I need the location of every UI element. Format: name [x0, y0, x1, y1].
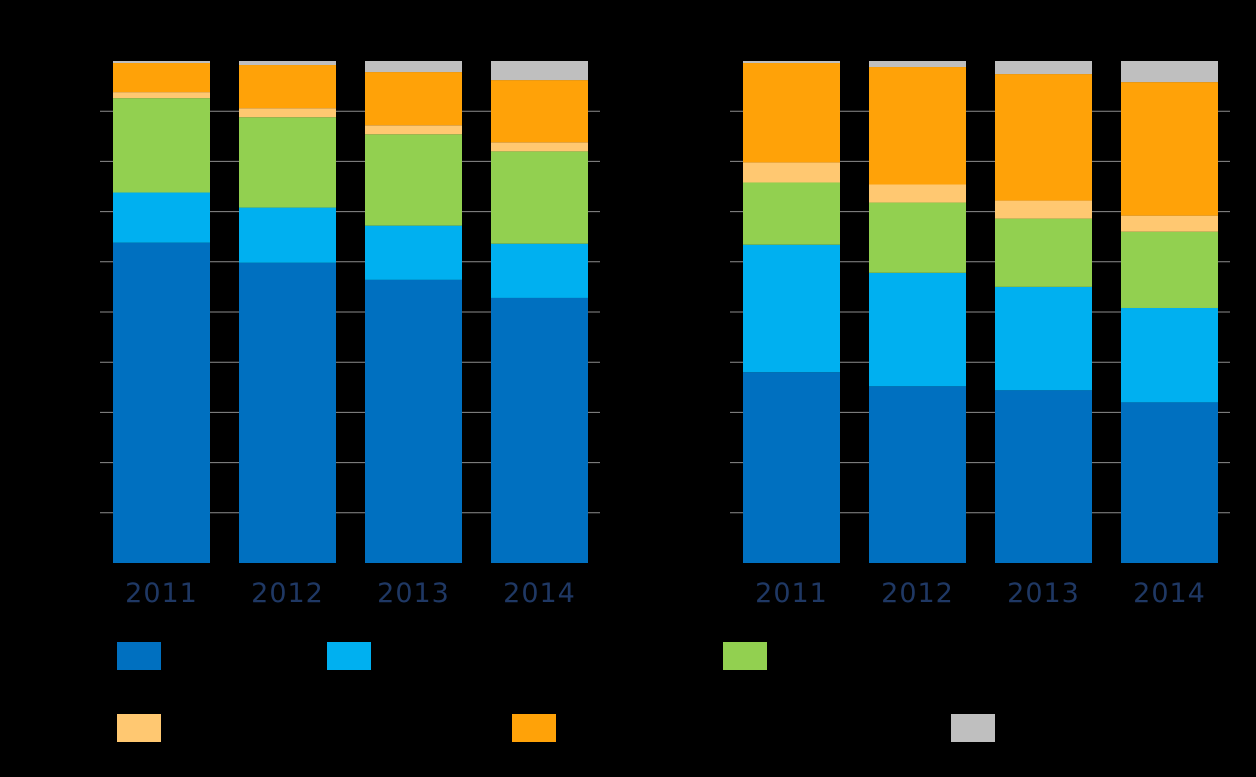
- bar-segment-p2-2012-s4: [869, 184, 966, 203]
- x-tick-label: 2013: [377, 578, 450, 609]
- bar-segment-p2-2011-s6: [743, 61, 840, 64]
- bar-segment-p1-2012-s4: [239, 108, 336, 118]
- bar-segment-p1-2013-s2: [365, 225, 462, 280]
- bar-segment-p1-2011-s3: [113, 98, 210, 193]
- bar-segment-p1-2013-s1: [365, 279, 462, 563]
- bar-segment-p2-2014-s4: [1121, 215, 1218, 232]
- bar-segment-p1-2014-s1: [491, 297, 588, 563]
- legend-swatch-4: [117, 714, 161, 742]
- bar-segment-p1-2014-s3: [491, 151, 588, 244]
- bar-segment-p2-2014-s6: [1121, 61, 1218, 83]
- bar-segment-p1-2014-s4: [491, 142, 588, 152]
- bar-segment-p2-2014-s1: [1121, 402, 1218, 563]
- bar-segment-p2-2013-s1: [995, 390, 1092, 563]
- bar-segment-p1-2011-s5: [113, 63, 210, 93]
- bar-segment-p1-2011-s6: [113, 61, 210, 64]
- bar-segment-p1-2013-s6: [365, 61, 462, 73]
- legend-swatch-6: [951, 714, 995, 742]
- legend-swatch-5: [512, 714, 556, 742]
- x-tick-label: 2014: [503, 578, 576, 609]
- bar-segment-p1-2013-s3: [365, 134, 462, 226]
- x-tick-label: 2011: [125, 578, 198, 609]
- bar-segment-p2-2014-s3: [1121, 231, 1218, 308]
- bar-segment-p1-2013-s4: [365, 125, 462, 135]
- bar-segment-p2-2012-s2: [869, 272, 966, 387]
- panel-2: 2011 2012 2013 2014: [743, 61, 1218, 609]
- legend: [117, 642, 995, 742]
- bar-segment-p1-2012-s6: [239, 61, 336, 66]
- bar-segment-p2-2012-s1: [869, 386, 966, 563]
- bar-segment-p2-2012-s5: [869, 67, 966, 185]
- bar-segment-p1-2012-s1: [239, 262, 336, 563]
- bar-segment-p1-2012-s3: [239, 117, 336, 208]
- bar-segment-p2-2012-s3: [869, 202, 966, 273]
- bar-segment-p2-2013-s4: [995, 200, 1092, 219]
- bar-segment-p2-2013-s2: [995, 286, 1092, 391]
- legend-swatch-2: [327, 642, 371, 670]
- bar-segment-p2-2013-s5: [995, 74, 1092, 201]
- bar-segment-p1-2012-s2: [239, 207, 336, 263]
- bar-segment-p2-2014-s5: [1121, 82, 1218, 216]
- bar-segment-p2-2011-s5: [743, 63, 840, 163]
- bar-segment-p1-2011-s1: [113, 242, 210, 563]
- bar-segment-p2-2011-s2: [743, 244, 840, 373]
- x-tick-label: 2011: [755, 578, 828, 609]
- bar-segment-p2-2013-s6: [995, 61, 1092, 75]
- bar-segment-p2-2013-s3: [995, 218, 1092, 287]
- x-tick-label: 2014: [1133, 578, 1206, 609]
- x-tick-label: 2012: [881, 578, 954, 609]
- bar-segment-p1-2014-s5: [491, 80, 588, 143]
- bar-segment-p1-2011-s2: [113, 192, 210, 243]
- bar-segment-p2-2011-s4: [743, 162, 840, 183]
- x-tick-label: 2013: [1007, 578, 1080, 609]
- x-tick-label: 2012: [251, 578, 324, 609]
- legend-swatch-1: [117, 642, 161, 670]
- bar-segment-p2-2011-s1: [743, 372, 840, 563]
- bar-segment-p1-2014-s2: [491, 243, 588, 298]
- bar-segment-p2-2011-s3: [743, 182, 840, 245]
- bar-segment-p1-2014-s6: [491, 61, 588, 81]
- bar-segment-p1-2013-s5: [365, 72, 462, 126]
- panel-1: 2011 2012 2013 2014: [113, 61, 588, 609]
- bar-segment-p1-2011-s4: [113, 92, 210, 99]
- legend-swatch-3: [723, 642, 767, 670]
- bar-segment-p1-2012-s5: [239, 65, 336, 109]
- bar-segment-p2-2014-s2: [1121, 307, 1218, 403]
- bar-segment-p2-2012-s6: [869, 61, 966, 68]
